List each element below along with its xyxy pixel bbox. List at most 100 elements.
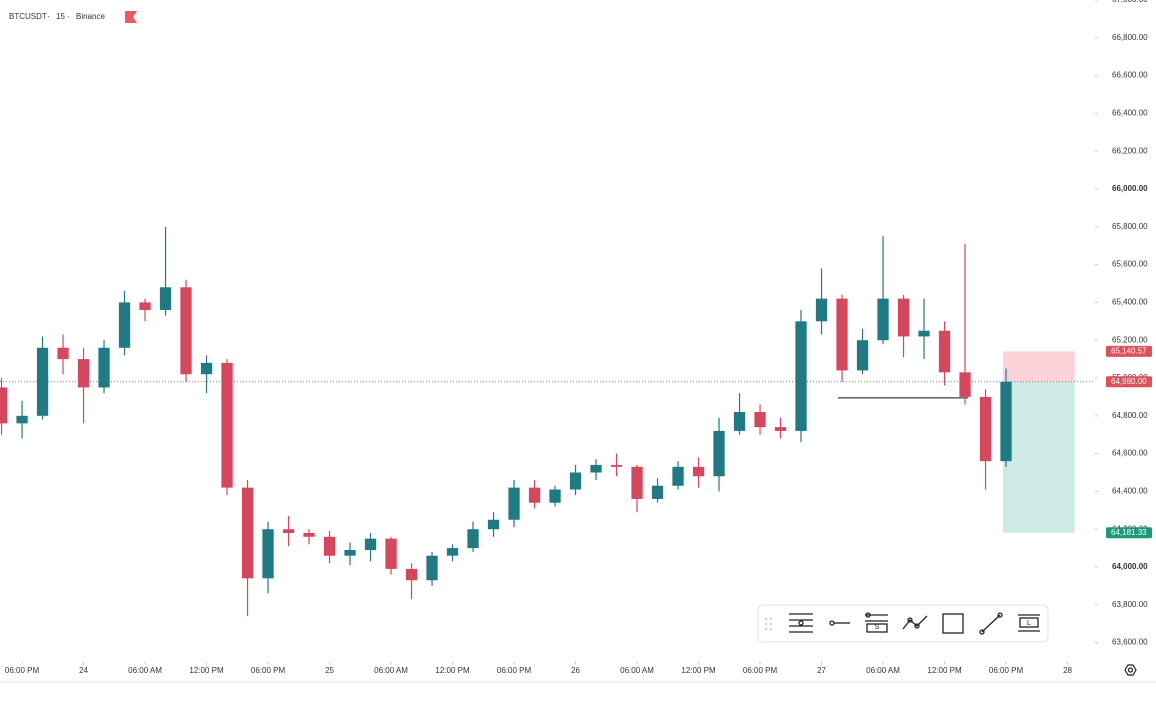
y-tick-label: 66,200.00 <box>1112 146 1148 155</box>
separator: · <box>67 12 70 21</box>
candle <box>180 279 192 382</box>
candle <box>938 321 951 386</box>
candle <box>487 512 500 537</box>
candle-body <box>426 555 438 581</box>
multi-line-tool[interactable] <box>789 613 813 633</box>
candle <box>159 226 172 316</box>
candle <box>57 334 69 375</box>
candle-body <box>364 538 377 550</box>
x-tick-label: 25 <box>325 666 334 675</box>
candle-body <box>651 485 664 499</box>
candle-body <box>446 548 459 556</box>
candle <box>385 536 397 575</box>
candle-body <box>938 330 951 373</box>
y-tick-label: 65,200.00 <box>1112 335 1148 344</box>
path-tool[interactable] <box>902 615 928 630</box>
header: BTCUSDT · 15 · Binance <box>9 11 137 23</box>
candle <box>405 563 418 600</box>
candle <box>446 544 459 562</box>
candle <box>282 515 295 547</box>
x-tick-label: 24 <box>79 666 88 675</box>
candle <box>979 389 992 490</box>
candle <box>508 480 520 528</box>
long-position-tool[interactable] <box>1018 614 1040 632</box>
candle-body <box>118 302 131 348</box>
y-tick-label: 67,000.00 <box>1112 0 1148 4</box>
candle-body <box>549 489 561 503</box>
x-tick-label: 06:00 AM <box>128 666 162 675</box>
candle-body <box>631 466 643 499</box>
x-tick-label: 06:00 AM <box>374 666 408 675</box>
x-tick-label: 12:00 PM <box>681 666 716 675</box>
short-position-tool[interactable] <box>865 612 888 633</box>
candle <box>590 459 602 481</box>
candle-body <box>815 298 828 322</box>
candle-body <box>159 287 172 310</box>
candle <box>200 355 213 394</box>
candle <box>836 294 848 382</box>
candle <box>344 542 356 566</box>
rectangle-tool[interactable] <box>942 613 964 634</box>
stop-tag <box>1106 345 1152 357</box>
y-tick-label: 64,400.00 <box>1112 487 1148 496</box>
candle-body <box>713 430 725 477</box>
candle <box>426 551 438 586</box>
candle-body <box>241 487 254 579</box>
candle-body <box>0 387 8 424</box>
exchange: Binance <box>76 12 105 21</box>
symbol: BTCUSDT <box>9 12 47 21</box>
candle-body <box>139 302 151 310</box>
candle <box>569 464 582 496</box>
candle <box>959 243 971 405</box>
drag-handle[interactable] <box>765 618 772 630</box>
flag-icon[interactable] <box>125 11 137 23</box>
y-tick-label: 65,400.00 <box>1112 298 1148 307</box>
candle <box>36 336 49 420</box>
candle-body <box>16 415 28 424</box>
x-tick-label: 06:00 PM <box>251 666 286 675</box>
candle-body <box>36 347 49 416</box>
candle-body <box>979 396 992 462</box>
candle <box>467 521 479 552</box>
candle <box>241 480 254 617</box>
candle-body <box>528 487 541 503</box>
target-tag <box>1106 527 1152 539</box>
y-tick-label: 64,000.00 <box>1112 562 1148 571</box>
horizontal-ray-tool[interactable] <box>829 620 850 626</box>
y-tick-label: 64,800.00 <box>1112 411 1148 420</box>
y-tick-label: 66,600.00 <box>1112 71 1148 80</box>
candle <box>877 236 889 344</box>
candle <box>1000 368 1012 467</box>
candle-body <box>856 340 869 371</box>
x-tick-label: 27 <box>817 666 826 675</box>
candle <box>221 359 233 496</box>
candle-body <box>487 519 500 530</box>
candle-body <box>610 464 623 467</box>
candle <box>610 453 623 477</box>
x-tick-label: 06:00 AM <box>620 666 654 675</box>
settings-button[interactable] <box>1124 664 1137 676</box>
plot-area: 63,600.0063,800.0064,000.0064,200.0064,4… <box>0 0 1152 675</box>
trend-line-tool[interactable] <box>979 612 1003 635</box>
candle-body <box>282 529 295 533</box>
candle-body <box>877 298 889 341</box>
candle <box>262 521 274 594</box>
y-tick-label: 63,600.00 <box>1112 638 1148 647</box>
x-tick-label: 06:00 AM <box>866 666 900 675</box>
candle-body <box>836 298 848 371</box>
separator: · <box>47 12 50 21</box>
candle-body <box>897 298 910 337</box>
candle <box>856 328 869 375</box>
y-tick-label: 65,800.00 <box>1112 222 1148 231</box>
candle-body <box>467 529 479 549</box>
target-zone <box>1002 381 1075 533</box>
y-tick-label: 66,800.00 <box>1112 33 1148 42</box>
candle-body <box>200 362 213 375</box>
current-price-label: 64,980.00 <box>1111 377 1147 386</box>
x-tick-label: 12:00 PM <box>927 666 962 675</box>
candle <box>323 531 336 564</box>
candle-body <box>77 359 90 388</box>
candle <box>98 340 110 394</box>
candle-body <box>385 538 397 569</box>
